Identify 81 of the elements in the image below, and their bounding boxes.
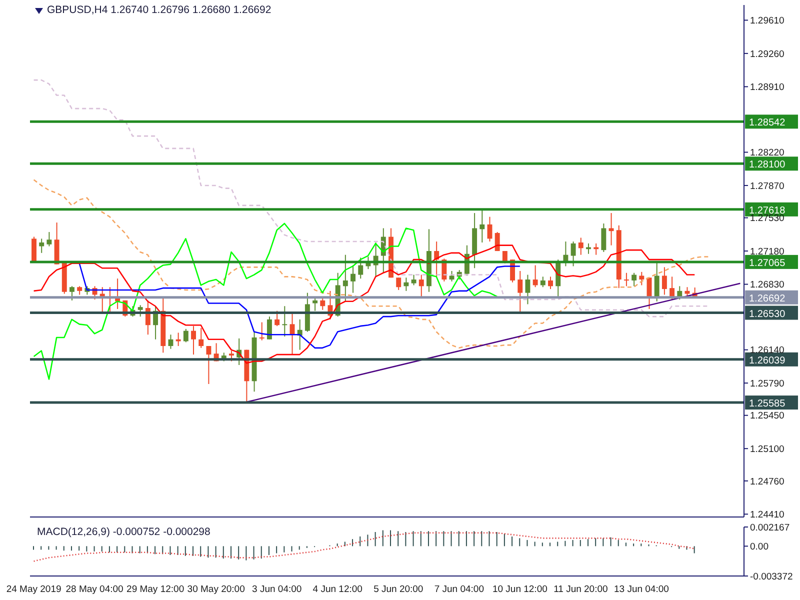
- x-tick-label: 24 May 2019: [6, 584, 62, 595]
- candlestick: [396, 277, 402, 290]
- candlestick: [449, 270, 454, 282]
- ref-line-label: 1.26039: [749, 355, 786, 366]
- x-tick-label: 10 Jun 12:00: [492, 584, 548, 595]
- x-tick-label: 3 Jun 04:00: [252, 584, 302, 595]
- x-tick-label: 7 Jun 04:00: [434, 584, 484, 595]
- candlestick: [358, 257, 364, 280]
- y-tick-label: 1.25100: [750, 444, 784, 455]
- candlestick: [206, 346, 212, 385]
- candlestick: [274, 310, 280, 327]
- candlestick: [138, 304, 143, 318]
- candlestick: [525, 274, 530, 305]
- x-tick-label: 28 May 04:00: [66, 584, 124, 595]
- ref-line-label: 1.28100: [749, 160, 786, 171]
- candlestick: [548, 276, 553, 290]
- y-tick-label: 1.28220: [750, 148, 784, 159]
- ref-line-label: 1.25585: [749, 398, 786, 410]
- y-tick-label: 0.002167: [750, 522, 790, 534]
- candlestick: [608, 212, 614, 246]
- candlestick: [282, 306, 288, 338]
- candlestick: [229, 350, 234, 362]
- ref-line-label: 1.28542: [749, 118, 786, 129]
- candlestick: [191, 326, 196, 356]
- y-tick-label: 1.25790: [750, 378, 784, 390]
- chart-title: GBPUSD,H4 1.26740 1.26796 1.26680 1.26692: [47, 4, 272, 16]
- y-tick-label: 1.28910: [750, 82, 784, 94]
- candlestick: [654, 262, 660, 302]
- candlestick: [342, 254, 348, 302]
- x-tick-label: 30 May 20:00: [187, 584, 245, 595]
- candlestick: [404, 277, 409, 292]
- y-tick-label: 1.27180: [750, 246, 784, 258]
- candlestick: [266, 316, 272, 340]
- candlestick: [670, 276, 675, 300]
- x-tick-label: 11 Jun 20:00: [554, 584, 608, 595]
- candlestick: [601, 222, 606, 252]
- candlestick: [639, 271, 644, 286]
- candlestick: [570, 241, 576, 267]
- y-tick-label: 1.24410: [750, 510, 784, 521]
- y-tick-label: 1.29260: [750, 48, 784, 60]
- candlestick: [411, 274, 416, 286]
- candlestick: [540, 276, 546, 288]
- line-series: [33, 179, 710, 349]
- candlestick: [632, 272, 637, 287]
- ref-line-label: 1.27065: [749, 258, 786, 269]
- candlestick: [480, 208, 485, 243]
- y-tick-label: 1.27870: [750, 180, 784, 192]
- candlestick: [183, 328, 188, 343]
- y-tick-label: 1.27530: [750, 213, 784, 224]
- candlestick: [259, 322, 264, 341]
- y-tick-label: 1.29610: [750, 16, 784, 27]
- candlestick: [46, 232, 52, 247]
- candlestick: [70, 286, 74, 301]
- candlestick: [39, 238, 44, 254]
- ref-line-label: 1.26692: [749, 293, 786, 304]
- candlestick: [624, 272, 629, 287]
- y-tick-label: 1.24760: [750, 476, 784, 488]
- line-series: [33, 244, 696, 364]
- candlestick: [578, 237, 584, 256]
- candlestick: [532, 264, 538, 288]
- x-tick-label: 29 May 12:00: [126, 584, 184, 595]
- y-tick-label: -0.003372: [750, 571, 793, 582]
- candlestick: [662, 266, 667, 296]
- ref-line-label: 1.26530: [749, 308, 786, 320]
- candlestick: [312, 297, 318, 312]
- candlestick: [168, 334, 174, 350]
- candlestick: [350, 264, 356, 294]
- candlestick: [518, 270, 523, 314]
- line-series: [33, 222, 498, 380]
- x-tick-label: 5 Jun 20:00: [374, 584, 424, 595]
- candlestick: [198, 327, 204, 348]
- candlestick: [320, 297, 326, 310]
- x-tick-label: 13 Jun 04:00: [614, 584, 669, 595]
- y-tick-label: 1.25450: [750, 410, 784, 422]
- candlestick: [586, 242, 591, 254]
- y-tick-label: 0.00: [750, 542, 768, 553]
- chart-title: MACD(12,26,9) -0.000752 -0.000298: [37, 526, 210, 538]
- candlestick: [176, 332, 181, 347]
- candlestick: [594, 242, 599, 256]
- x-tick-label: 4 Jun 12:00: [312, 584, 362, 595]
- y-tick-label: 1.26830: [750, 280, 784, 291]
